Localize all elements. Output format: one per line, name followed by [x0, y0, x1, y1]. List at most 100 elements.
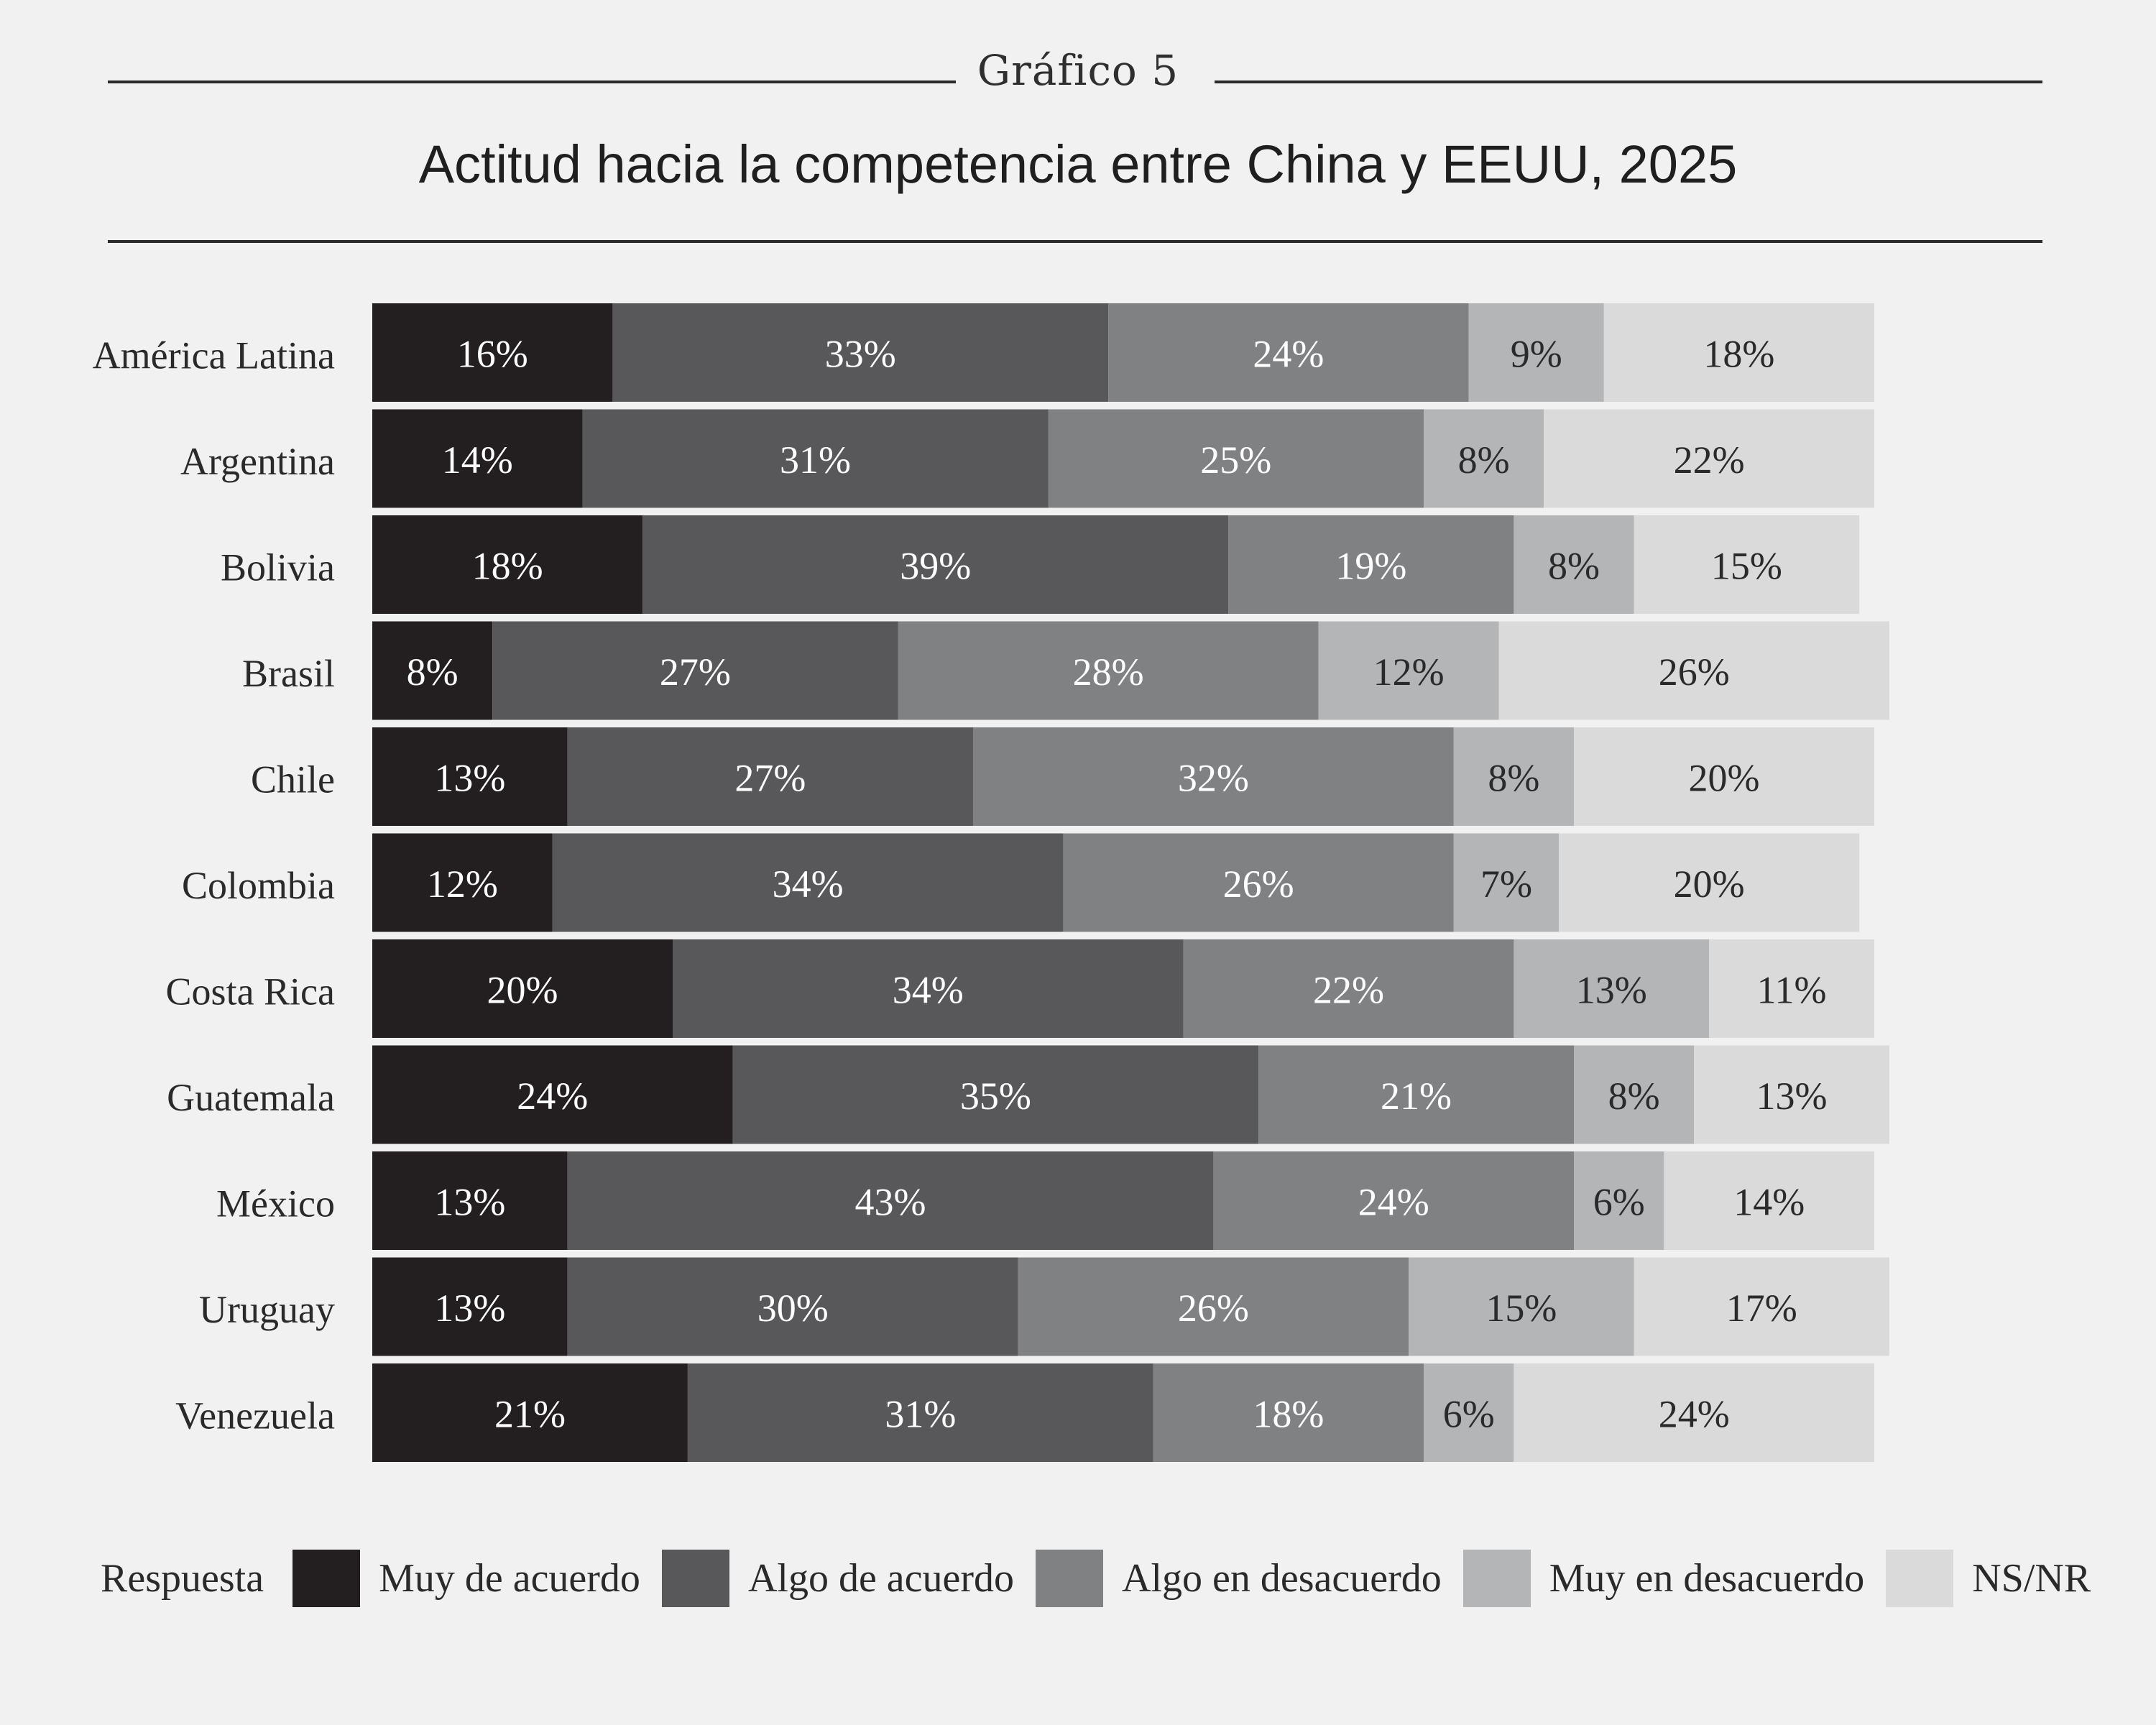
data-label: 18%	[1703, 333, 1774, 376]
bar-segment	[1453, 727, 1574, 826]
data-label: 13%	[1756, 1075, 1828, 1118]
data-label: 43%	[855, 1181, 926, 1224]
bar-segment	[898, 621, 1319, 720]
legend-label: Algo de acuerdo	[747, 1556, 1015, 1601]
legend: Respuesta Muy de acuerdo Algo de acuerdo A…	[101, 1549, 2112, 1608]
bar-segment	[372, 833, 553, 932]
category-label: Bolivia	[221, 546, 335, 589]
bar-segment	[642, 515, 1229, 614]
bar-segment	[567, 727, 973, 826]
data-label: 8%	[407, 650, 459, 694]
bar-segment	[372, 409, 583, 508]
bar-segment	[1183, 939, 1514, 1038]
legend-title: Respuesta	[101, 1556, 264, 1601]
bar-segment	[1228, 515, 1514, 614]
data-label: 6%	[1443, 1393, 1495, 1436]
bar-segment	[372, 1257, 568, 1356]
category-label: Argentina	[180, 440, 335, 483]
data-label: 26%	[1223, 862, 1294, 906]
data-label: 25%	[1200, 438, 1271, 482]
legend-item: Algo en desacuerdo	[1036, 1550, 1442, 1607]
legend-label: Muy de acuerdo	[379, 1556, 640, 1601]
data-label: 13%	[1576, 969, 1647, 1012]
data-label: 21%	[494, 1393, 566, 1436]
data-label: 33%	[825, 333, 896, 376]
data-label: 6%	[1593, 1181, 1645, 1224]
data-label: 8%	[1488, 757, 1539, 800]
data-label: 22%	[1674, 438, 1745, 482]
legend-swatch	[1886, 1550, 1954, 1607]
stacked-bar-chart: América Latina 16% 33% 24% 9% 18% Argentina 14%…	[93, 303, 1889, 1462]
data-label: 8%	[1458, 438, 1510, 482]
bar-segment	[1048, 409, 1424, 508]
data-label: 24%	[1659, 1393, 1730, 1436]
data-label: 19%	[1335, 545, 1406, 588]
bar-segment	[1574, 1045, 1695, 1144]
legend-item: Algo de acuerdo	[661, 1550, 1015, 1607]
data-label: 21%	[1381, 1075, 1452, 1118]
data-label: 13%	[434, 1287, 505, 1330]
bar-segment	[1694, 1045, 1889, 1144]
bar-segment	[1424, 409, 1544, 508]
data-label: 24%	[1358, 1181, 1429, 1224]
bar-segment	[1559, 833, 1860, 932]
bar-segment	[582, 409, 1049, 508]
bar-segment	[1709, 939, 1874, 1038]
legend-swatch	[292, 1550, 361, 1607]
data-label: 31%	[780, 438, 851, 482]
data-label: 24%	[1253, 333, 1324, 376]
legend-item: NS/NR	[1886, 1550, 2091, 1607]
bar-segment	[1018, 1257, 1409, 1356]
bar-segment	[567, 1257, 1018, 1356]
data-label: 17%	[1726, 1287, 1797, 1330]
data-label: 9%	[1511, 333, 1562, 376]
legend-label: Muy en desacuerdo	[1549, 1556, 1865, 1601]
legend-label: NS/NR	[1972, 1556, 2091, 1601]
data-label: 22%	[1313, 969, 1384, 1012]
data-label: 11%	[1757, 969, 1827, 1012]
chart-title: Actitud hacia la competencia entre China…	[418, 134, 1738, 194]
data-label: 14%	[442, 438, 513, 482]
data-label: 27%	[660, 650, 731, 694]
top-rule-left	[108, 80, 956, 83]
bar-segment	[1574, 727, 1874, 826]
data-label: 31%	[885, 1393, 956, 1436]
legend-swatch	[661, 1550, 729, 1607]
data-label: 18%	[472, 545, 543, 588]
data-label: 26%	[1659, 650, 1730, 694]
category-label: América Latina	[93, 334, 335, 377]
bar-segment	[1409, 1257, 1634, 1356]
bar-segment	[1318, 621, 1499, 720]
bar-segment	[1514, 939, 1710, 1038]
data-label: 15%	[1485, 1287, 1557, 1330]
data-label: 12%	[1373, 650, 1445, 694]
bar-segment	[1634, 515, 1860, 614]
data-label: 7%	[1480, 862, 1532, 906]
data-label: 39%	[900, 545, 971, 588]
bar-segment	[372, 727, 568, 826]
bar-segment	[372, 1363, 688, 1462]
bar-segment	[612, 303, 1109, 402]
figure-kicker: Gráfico 5	[0, 46, 2156, 95]
data-label: 16%	[457, 333, 528, 376]
bar-segment	[732, 1045, 1259, 1144]
legend-item: Muy en desacuerdo	[1462, 1550, 1865, 1607]
category-label: Guatemala	[167, 1076, 335, 1119]
bar-segment	[1468, 303, 1604, 402]
bar-segment	[1544, 409, 1874, 508]
bar-segment	[372, 1151, 568, 1250]
data-label: 27%	[734, 757, 806, 800]
data-label: 13%	[434, 757, 505, 800]
category-label: Uruguay	[199, 1288, 335, 1331]
data-label: 20%	[1689, 757, 1760, 800]
data-label: 20%	[487, 969, 558, 1012]
data-label: 26%	[1178, 1287, 1249, 1330]
bar-segment	[1664, 1151, 1874, 1250]
bar-segment	[1453, 833, 1560, 932]
category-label: Costa Rica	[166, 970, 335, 1013]
data-label: 20%	[1674, 862, 1745, 906]
category-label: Chile	[251, 758, 335, 801]
data-label: 14%	[1733, 1181, 1805, 1224]
bar-segment	[687, 1363, 1153, 1462]
